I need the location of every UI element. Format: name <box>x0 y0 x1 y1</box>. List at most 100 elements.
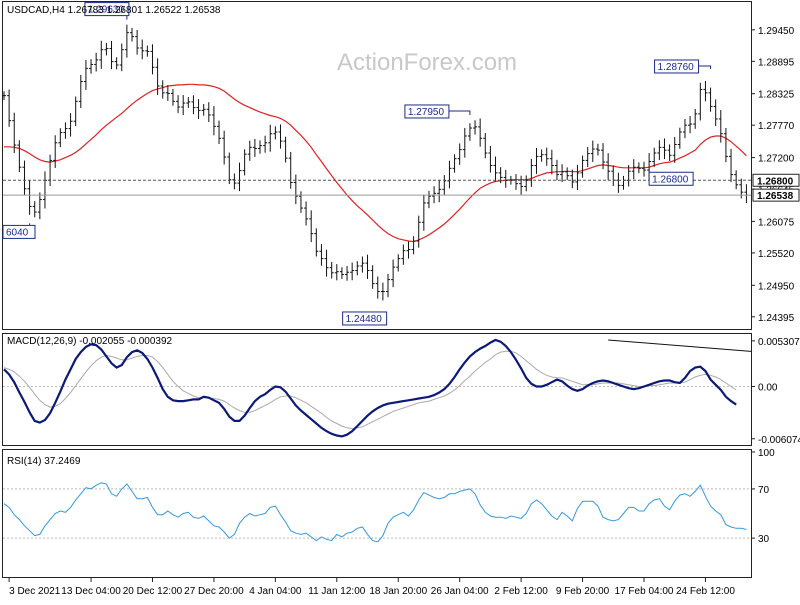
price-bar <box>488 146 492 173</box>
time-tick-label: 27 Dec 20:00 <box>184 586 244 597</box>
price-bar <box>22 161 26 196</box>
price-tick-label: 1.27770 <box>758 121 795 132</box>
time-tick-label: 2 Feb 12:00 <box>494 586 548 597</box>
price-bar <box>693 109 697 129</box>
price-bar <box>350 263 354 281</box>
price-panel: ActionForex.com 1.294501.288951.283251.2… <box>2 2 799 330</box>
rsi-tick-label: 30 <box>758 534 770 545</box>
price-bar <box>140 40 144 60</box>
price-bar <box>278 124 282 148</box>
price-tick-label: 1.24395 <box>758 313 795 324</box>
price-bar <box>652 148 656 167</box>
price-bar <box>412 236 416 254</box>
price-bar <box>330 262 334 279</box>
macd-panel-frame <box>3 334 752 446</box>
price-bar <box>207 102 211 122</box>
price-bar <box>222 131 226 165</box>
price-bar <box>550 150 554 175</box>
price-annotation-label: 1.26800 <box>652 174 689 185</box>
price-bar <box>673 137 677 163</box>
time-tick-label: 13 Dec 04:00 <box>61 586 121 597</box>
price-bar <box>258 140 262 153</box>
price-bar <box>611 165 615 186</box>
price-bar <box>202 104 206 116</box>
price-bar <box>529 159 533 187</box>
price-bar <box>238 163 242 191</box>
price-bar <box>181 95 185 115</box>
price-bar <box>596 144 600 156</box>
price-bar <box>427 191 431 208</box>
price-annotation-label: 1.24480 <box>346 314 383 325</box>
price-bar <box>294 175 298 205</box>
price-bar <box>43 171 47 208</box>
price-bar <box>171 89 175 106</box>
price-bar <box>447 161 451 189</box>
rsi-tick-label: 70 <box>758 485 770 496</box>
price-bar <box>69 113 73 136</box>
price-bar <box>586 147 590 167</box>
price-bar <box>504 170 508 188</box>
price-annotation-label: 1.27950 <box>408 107 445 118</box>
macd-tick-label: -0.006074 <box>758 435 800 446</box>
price-bar <box>212 106 216 135</box>
price-bar <box>591 141 595 162</box>
watermark: ActionForex.com <box>337 49 517 76</box>
price-bar <box>698 83 702 121</box>
price-bar <box>622 176 626 190</box>
price-bar <box>668 144 672 161</box>
price-bar <box>703 81 707 101</box>
price-bar <box>48 155 52 186</box>
price-bar <box>565 167 569 180</box>
price-bar <box>268 125 272 152</box>
rsi-tick-label: 100 <box>758 448 775 459</box>
price-bar <box>463 128 467 158</box>
price-bar <box>299 191 303 213</box>
price-bar <box>632 159 636 179</box>
price-annotation: 1.28760 <box>655 60 711 73</box>
price-bar <box>545 148 549 166</box>
price-tick-label: 1.24950 <box>758 281 795 292</box>
price-bar <box>125 25 129 58</box>
price-bar <box>657 140 661 160</box>
price-bar <box>58 128 62 147</box>
price-bar <box>555 160 559 181</box>
price-bar <box>396 254 400 271</box>
macd-line <box>4 340 736 436</box>
price-bar <box>570 170 574 189</box>
price-bar <box>74 97 78 127</box>
time-tick-label: 20 Dec 12:00 <box>123 586 183 597</box>
price-bar <box>453 154 457 172</box>
price-bar <box>33 201 37 217</box>
price-bar <box>38 192 42 219</box>
price-bar <box>28 180 32 215</box>
price-bar <box>371 265 375 289</box>
price-bar <box>191 95 195 114</box>
price-bar <box>560 164 564 182</box>
price-bar <box>166 85 170 101</box>
price-bar <box>468 123 472 141</box>
price-bar <box>243 149 247 175</box>
price-annotation: 1.26800 <box>649 172 693 185</box>
price-bar <box>683 119 687 138</box>
price-bar <box>494 157 498 182</box>
price-bar <box>104 43 108 56</box>
price-bar <box>145 46 149 57</box>
price-annotation: 1.27950 <box>405 105 470 118</box>
price-bar <box>176 95 180 113</box>
price-bar <box>89 59 93 74</box>
price-bar <box>232 174 236 190</box>
price-bar <box>135 30 139 55</box>
price-bar <box>7 89 11 126</box>
moving-average-line <box>4 84 746 241</box>
price-bar <box>340 267 344 279</box>
price-tick-label: 1.26075 <box>758 217 795 228</box>
level-price-tag-label: 1.26800 <box>757 176 794 187</box>
price-bar <box>217 121 221 144</box>
rsi-axis: 100 70 30 <box>3 448 775 545</box>
macd-tick-label: 0.005307 <box>758 337 800 348</box>
price-bar <box>319 244 323 266</box>
